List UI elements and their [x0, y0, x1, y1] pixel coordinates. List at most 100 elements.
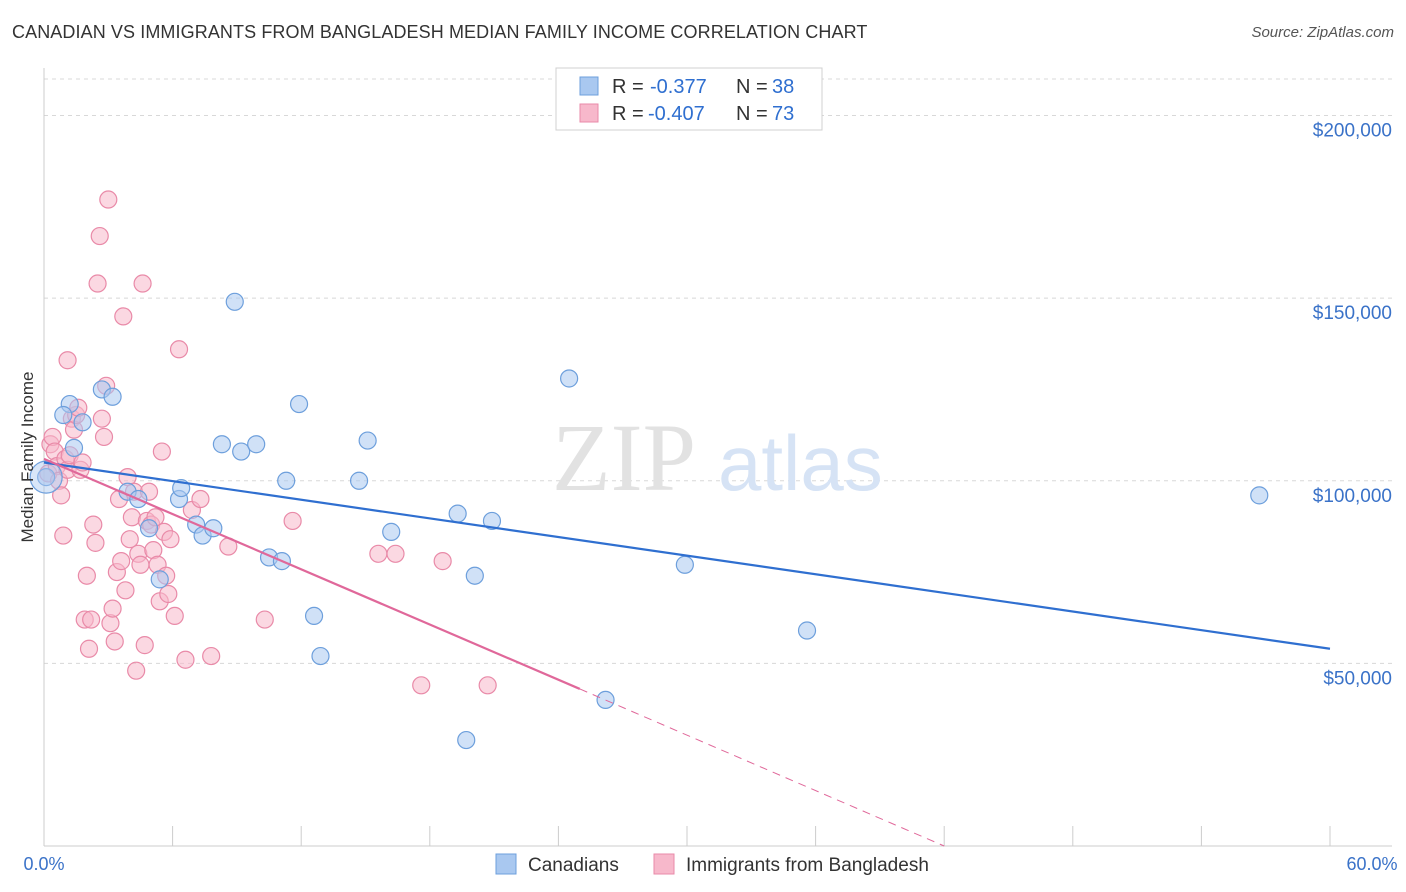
trendline-canadians: [43, 461, 1331, 650]
canadians-point: [304, 606, 324, 626]
bangladesh-point: [412, 676, 431, 695]
watermark-atlas: atlas: [718, 419, 883, 507]
x-tick-label-max: 60.0%: [1346, 854, 1397, 874]
canadians-point: [103, 387, 122, 406]
legend-swatch-bangladesh: [579, 103, 599, 123]
source-attribution: Source: ZipAtlas.com: [1251, 24, 1394, 41]
canadians-point: [64, 438, 84, 457]
canadians-point: [560, 369, 579, 388]
canadians-point: [1250, 486, 1269, 505]
legend-swatch-canadians: [579, 76, 599, 96]
legend-r-label-1: R =: [612, 76, 644, 98]
y-axis-label: Median Family Income: [18, 371, 37, 542]
canadians-point: [232, 442, 251, 461]
series-bangladesh-points: [39, 190, 497, 695]
canadians-point: [139, 519, 159, 538]
trendline-bangladesh: [43, 457, 581, 690]
y-tick-label: $50,000: [1323, 668, 1392, 689]
canadians-point: [277, 471, 296, 490]
bangladesh-point: [77, 566, 96, 585]
canadians-point: [382, 522, 401, 541]
bangladesh-point: [114, 307, 133, 326]
chart-title: CANADIAN VS IMMIGRANTS FROM BANGLADESH M…: [12, 22, 868, 42]
canadians-point: [225, 292, 244, 311]
bangladesh-point: [52, 486, 71, 505]
legend-n-label-1: N =: [736, 76, 768, 98]
canadians-cluster-point: [29, 460, 63, 494]
bangladesh-point: [105, 632, 124, 651]
trendline-bangladesh-extension: [579, 688, 945, 847]
canadians-point: [247, 435, 266, 454]
canadians-point: [73, 413, 92, 432]
canadians-point: [289, 394, 309, 414]
bangladesh-point: [84, 515, 103, 534]
canadians-point: [212, 435, 231, 454]
bangladesh-point: [169, 340, 189, 359]
bangladesh-point: [433, 552, 452, 571]
bangladesh-point: [58, 351, 77, 370]
bangladesh-point: [135, 636, 154, 655]
bangladesh-point: [161, 530, 180, 549]
bangladesh-point: [116, 581, 135, 600]
bangladesh-point: [176, 650, 195, 669]
watermark-zip: ZIP: [552, 404, 696, 511]
legend-n-label-2: N =: [736, 103, 768, 125]
bangladesh-point: [478, 676, 497, 695]
legend-n-value-1: 38: [772, 76, 794, 98]
bangladesh-point: [127, 661, 146, 680]
bangladesh-point: [133, 274, 152, 293]
bangladesh-point: [82, 610, 101, 629]
series-canadians-points: [29, 292, 1269, 750]
canadians-point: [482, 511, 502, 531]
canadians-point: [358, 431, 377, 450]
y-tick-label: $150,000: [1313, 303, 1392, 324]
canadians-point: [797, 621, 817, 640]
y-tick-label: $100,000: [1313, 486, 1392, 507]
bangladesh-point: [131, 555, 150, 574]
bangladesh-point: [191, 489, 210, 509]
top-legend: R = -0.377 N = 38 R = -0.407 N = 73: [555, 67, 823, 131]
bangladesh-point: [88, 274, 107, 293]
bangladesh-point: [386, 544, 405, 563]
legend-r-label-2: R =: [612, 103, 644, 125]
bangladesh-point: [92, 409, 111, 428]
bangladesh-point: [120, 530, 139, 549]
bangladesh-point: [283, 511, 302, 531]
bottom-legend: Canadians Immigrants from Bangladesh: [495, 853, 929, 876]
bangladesh-point: [202, 646, 221, 666]
canadians-point: [349, 471, 369, 490]
bangladesh-point: [54, 526, 73, 545]
bangladesh-point: [159, 584, 178, 604]
canadians-point: [465, 566, 484, 585]
bangladesh-point: [103, 599, 122, 618]
bottom-legend-swatch-bangladesh: [653, 853, 675, 875]
grid-lines: [44, 78, 1392, 664]
legend-r-value-1: -0.377: [650, 76, 707, 98]
bangladesh-point: [86, 533, 105, 552]
bangladesh-point: [79, 639, 99, 658]
canadians-point: [311, 646, 330, 666]
bangladesh-point: [152, 442, 171, 461]
trendlines: [43, 457, 1331, 847]
y-tick-labels: $50,000 $100,000 $150,000 $200,000: [1313, 121, 1392, 690]
bangladesh-point: [122, 508, 141, 527]
axes: [43, 68, 1392, 847]
legend-box: [555, 67, 823, 131]
bangladesh-point: [112, 552, 131, 571]
legend-r-value-2: -0.407: [648, 103, 705, 125]
canadians-point: [37, 468, 56, 487]
x-tick-label-min: 0.0%: [23, 854, 64, 874]
bangladesh-point: [369, 544, 388, 563]
bangladesh-point: [99, 190, 118, 209]
bottom-legend-swatch-canadians: [495, 853, 517, 875]
bangladesh-point: [94, 427, 114, 447]
canadians-point: [150, 570, 169, 589]
legend-n-value-2: 73: [772, 103, 794, 125]
bangladesh-point: [90, 226, 109, 246]
canadians-point: [54, 405, 73, 425]
x-ticks: [43, 826, 1331, 846]
canadians-point: [675, 555, 694, 574]
canadians-point: [596, 690, 615, 710]
y-tick-label: $200,000: [1313, 121, 1392, 142]
